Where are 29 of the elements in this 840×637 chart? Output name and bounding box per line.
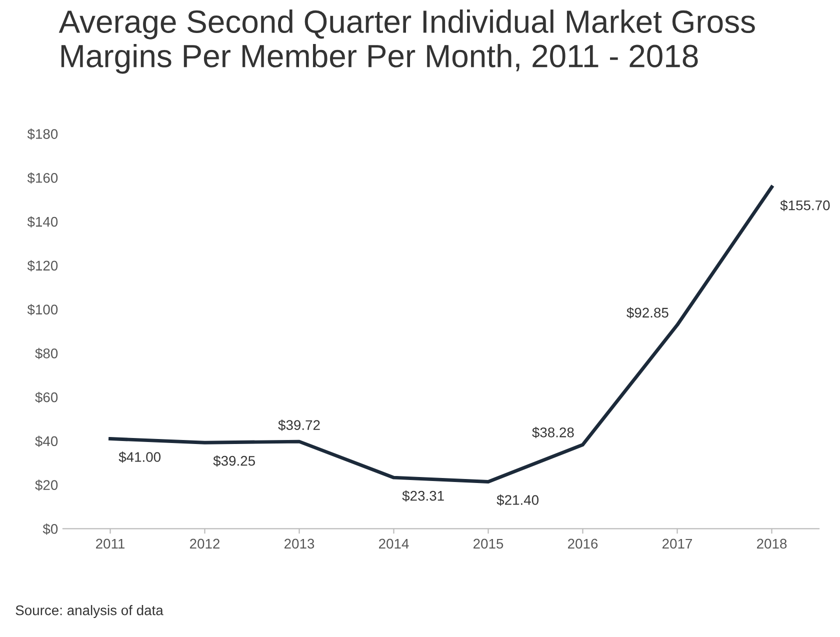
x-tick-label: 2013 (284, 538, 314, 549)
y-tick-label: $60 (35, 392, 58, 404)
y-tick-label: $100 (27, 304, 58, 316)
y-tick-label: $140 (27, 216, 58, 228)
y-tick-label: $20 (35, 480, 58, 491)
y-tick-label: $160 (27, 172, 58, 184)
data-label: $23.31 (402, 490, 444, 502)
x-tick-label: 2018 (757, 538, 787, 549)
data-label: $38.28 (532, 426, 574, 438)
line-series (108, 185, 774, 484)
x-tick-label: 2014 (379, 538, 409, 549)
data-label: $21.40 (496, 494, 539, 506)
source-note: Source: analysis of data (16, 605, 164, 618)
x-tick-label: 2011 (96, 538, 125, 549)
y-tick-label: $180 (27, 128, 58, 140)
data-label: $39.25 (213, 455, 255, 467)
x-tick-label: 2012 (190, 538, 220, 549)
x-tick-label: 2015 (474, 538, 504, 549)
data-label: $92.85 (626, 307, 668, 318)
y-tick-label: $120 (27, 260, 58, 272)
x-tick-label: 2017 (662, 538, 692, 549)
y-tick-label: $40 (35, 436, 58, 447)
data-label: $41.00 (118, 452, 161, 463)
x-tick-label: 2016 (568, 538, 598, 549)
data-label: $39.72 (278, 420, 320, 431)
y-tick-label: $80 (35, 348, 58, 360)
y-tick-label: $0 (42, 523, 58, 535)
chart-title: Average Second Quarter Individual Market Gross Margins Per Member Per Month, 2011 - 2018 (58, 10, 755, 74)
data-label: $155.70 (780, 200, 830, 212)
